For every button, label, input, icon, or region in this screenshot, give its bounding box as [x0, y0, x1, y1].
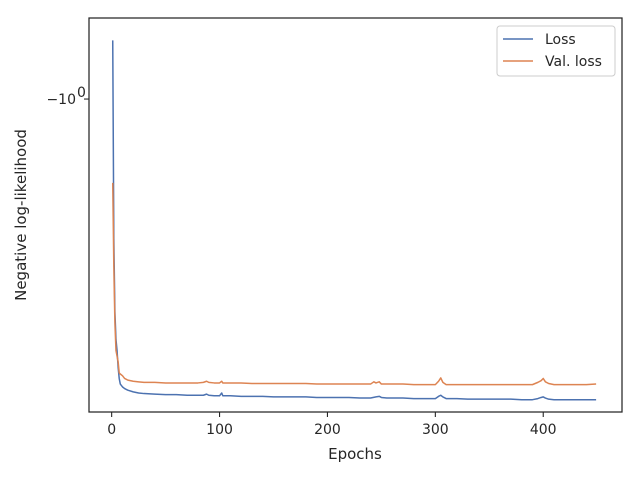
y-axis: −10 0 — [46, 85, 89, 108]
x-tick-label: 300 — [422, 422, 449, 438]
legend-label-loss: Loss — [545, 32, 576, 48]
y-axis-label: Negative log-likelihood — [12, 129, 30, 301]
x-tick-label: 200 — [314, 422, 341, 438]
x-axis: 0 100 200 300 400 — [107, 412, 557, 438]
series-line-loss — [111, 40, 597, 401]
x-axis-label: Epochs — [328, 445, 382, 463]
x-tick-label: 0 — [107, 422, 116, 438]
y-tick-label: −10 — [46, 92, 76, 108]
x-tick-label: 100 — [206, 422, 233, 438]
series-line-val-loss — [111, 182, 597, 386]
plot-frame — [88, 17, 623, 413]
series-layer — [111, 40, 597, 401]
legend: Loss Val. loss — [496, 25, 616, 77]
legend-label-val-loss: Val. loss — [545, 54, 602, 70]
y-tick-exponent: 0 — [77, 85, 86, 101]
x-tick-label: 400 — [530, 422, 557, 438]
